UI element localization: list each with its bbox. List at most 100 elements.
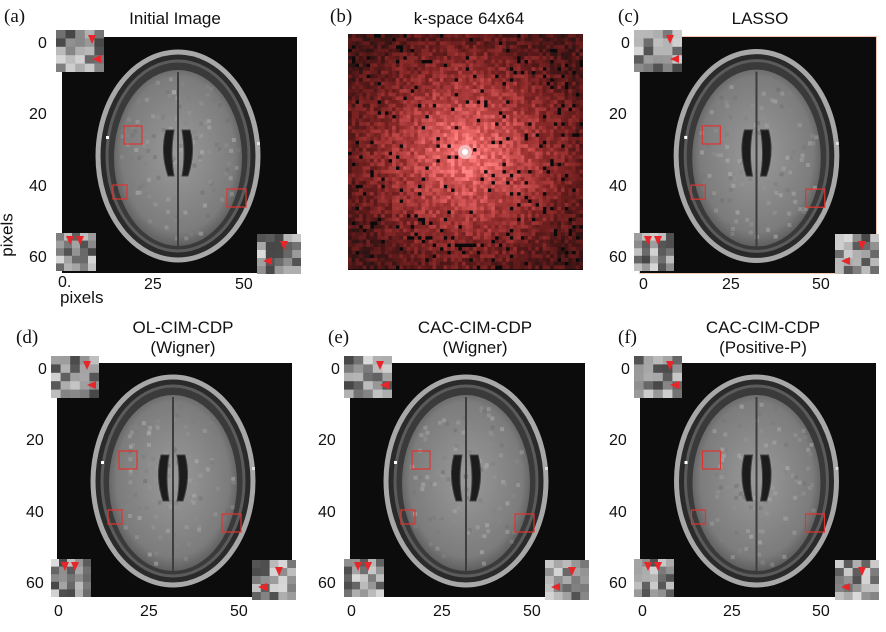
panel-title: Initial Image	[129, 9, 221, 28]
panel-letter: (a)	[4, 6, 26, 27]
y-tick-label: 20	[609, 432, 627, 449]
x-tick-label: 50	[812, 603, 830, 620]
mri-image-lasso	[639, 36, 877, 274]
panel-subtitle: (Wigner)	[442, 338, 508, 357]
y-tick-label: 0	[38, 35, 47, 52]
roi-box	[690, 184, 706, 200]
y-tick-label: 40	[609, 178, 627, 195]
roi-box	[804, 513, 826, 533]
x-tick-label: 50	[812, 276, 830, 293]
ventricles	[162, 129, 194, 177]
red-arrow-marker	[61, 562, 69, 571]
panel-letter: (f)	[618, 327, 637, 348]
red-arrow-marker	[258, 583, 267, 591]
zoom-inset-top-left	[56, 30, 104, 72]
red-arrow-marker	[551, 583, 560, 591]
ventricles	[741, 129, 772, 177]
zoom-inset-bottom-right	[252, 560, 296, 600]
red-arrow-marker	[87, 381, 96, 389]
roi-box	[226, 188, 247, 208]
panel-title: k-space 64x64	[413, 9, 525, 28]
brain-scan	[383, 374, 549, 588]
panel-letter: (c)	[618, 6, 640, 27]
x-tick-label: 0	[347, 603, 356, 620]
x-tick-label: 0	[639, 276, 648, 293]
y-tick-label: 40	[29, 178, 47, 195]
panel-title: LASSO	[731, 9, 789, 28]
red-arrow-marker	[666, 35, 674, 44]
panel-title: CAC-CIM-CDP	[417, 318, 533, 337]
y-tick-label: 20	[29, 106, 47, 123]
zoom-inset-bottom-right	[257, 234, 301, 274]
red-arrow-marker	[654, 236, 662, 245]
red-arrow-marker	[88, 35, 96, 44]
zoom-inset-bottom-left	[51, 559, 91, 597]
zoom-inset-top-left	[344, 356, 392, 398]
x-tick-label: 25	[722, 276, 740, 293]
roi-box	[118, 450, 138, 470]
red-arrow-marker	[670, 381, 679, 389]
mri-image-cac-cim-cdp-wigner	[350, 363, 585, 597]
x-tick-label: 0	[638, 603, 647, 620]
roi-box	[701, 450, 722, 470]
brain-scan	[95, 49, 261, 263]
x-tick-label: 0	[54, 603, 63, 620]
zoom-inset-top-left	[634, 356, 682, 398]
y-tick-label: 60	[318, 575, 336, 592]
red-arrow-marker	[376, 361, 384, 370]
panel-title: OL-CIM-CDP	[132, 318, 234, 337]
y-tick-label: 0	[621, 361, 630, 378]
mri-image-initial	[62, 37, 297, 273]
red-arrow-marker	[841, 583, 850, 591]
red-arrow-marker	[71, 562, 79, 571]
red-arrow-marker	[364, 562, 372, 571]
roi-box	[514, 513, 535, 533]
zoom-inset-bottom-left	[634, 559, 674, 597]
red-arrow-marker	[275, 567, 283, 576]
red-arrow-marker	[83, 361, 91, 370]
x-tick-label: 50	[523, 603, 541, 620]
roi-box	[805, 188, 826, 208]
zoom-inset-bottom-right	[835, 560, 879, 600]
roi-box	[701, 125, 721, 145]
x-tick-label: 25	[140, 603, 158, 620]
red-arrow-marker	[354, 562, 362, 571]
kspace-speckle	[348, 34, 583, 270]
y-tick-label: 40	[26, 504, 44, 521]
kspace-image	[348, 34, 583, 270]
x-tick-label: 25	[144, 276, 162, 293]
red-arrow-marker	[666, 361, 674, 370]
brain-scan	[673, 49, 840, 263]
mri-image-ol-cim-cdp-wigner	[57, 363, 292, 597]
red-arrow-marker	[654, 562, 662, 571]
y-tick-label: 20	[26, 432, 44, 449]
x-tick-label: 25	[433, 603, 451, 620]
red-arrow-marker	[841, 257, 850, 265]
red-arrow-marker	[92, 55, 101, 63]
zoom-inset-bottom-left	[344, 559, 384, 597]
y-tick-label: 60	[29, 249, 47, 266]
x-tick-label: 50	[230, 603, 248, 620]
red-arrow-marker	[568, 567, 576, 576]
roi-box	[690, 509, 707, 525]
red-arrow-marker	[263, 257, 272, 265]
y-tick-label: 60	[609, 249, 627, 266]
red-arrow-marker	[858, 567, 866, 576]
zoom-inset-bottom-right	[835, 234, 879, 274]
roi-box	[112, 184, 128, 200]
zoom-inset-top-left	[634, 30, 682, 72]
ventricles	[741, 454, 772, 502]
y-tick-label: 0	[621, 35, 630, 52]
zoom-inset-top-left	[51, 356, 99, 398]
roi-box	[221, 513, 242, 533]
red-arrow-marker	[380, 381, 389, 389]
x-tick-label: 50	[235, 276, 253, 293]
panel-letter: (e)	[328, 327, 350, 348]
red-arrow-marker	[670, 55, 679, 63]
brain-scan	[90, 374, 256, 588]
roi-box	[400, 509, 416, 525]
roi-box	[123, 125, 143, 145]
y-tick-label: 60	[26, 575, 44, 592]
x-axis-label: pixels	[60, 288, 104, 307]
y-tick-label: 20	[318, 432, 336, 449]
